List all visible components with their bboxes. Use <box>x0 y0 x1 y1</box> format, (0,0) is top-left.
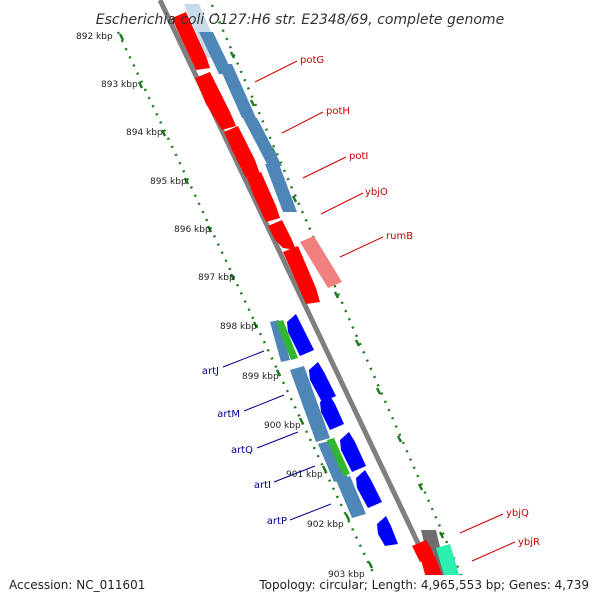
tick-label: 893 kbp <box>101 80 138 90</box>
gene-label-potI: potI <box>349 151 368 162</box>
gene-label-artQ: artQ <box>231 445 253 456</box>
tick-label: 900 kbp <box>264 421 301 431</box>
gene-label-potH: potH <box>326 106 350 117</box>
kbp-labels: 892 kbp 893 kbp 894 kbp 895 kbp 896 kbp … <box>76 32 365 580</box>
rna-feature-2 <box>327 438 350 476</box>
tick-label: 901 kbp <box>286 470 323 480</box>
gene-label-artJ: artJ <box>202 366 219 377</box>
gene-label-ybjO: ybjO <box>365 187 388 198</box>
major-ticks <box>118 33 445 569</box>
tick-label: 899 kbp <box>242 372 279 382</box>
genome-summary-text: Topology: circular; Length: 4,965,553 bp… <box>259 578 589 592</box>
forward-cds <box>172 12 442 575</box>
tick-label: 903 kbp <box>328 570 365 580</box>
gene-label-artP: artP <box>267 516 287 527</box>
ybjR-feature <box>436 544 460 575</box>
tick-label: 894 kbp <box>126 128 163 138</box>
gene-label-artI: artI <box>254 480 271 491</box>
forward-gene-labels: potG potH potI ybjO rumB ybjQ ybjR <box>254 55 540 562</box>
rumB-feature <box>300 236 342 288</box>
tick-label: 895 kbp <box>150 177 187 187</box>
tick-ring-outer <box>210 4 463 575</box>
reverse-gene-labels: artJ artM artQ artI artP <box>202 350 332 527</box>
gene-label-ybjR: ybjR <box>518 537 540 548</box>
tick-label: 897 kbp <box>198 273 235 283</box>
tick-label: 898 kbp <box>220 322 257 332</box>
tick-label: 902 kbp <box>307 520 344 530</box>
gene-label-artM: artM <box>217 409 240 420</box>
gene-label-rumB: rumB <box>386 231 413 242</box>
gene-label-potG: potG <box>300 55 324 66</box>
forward-gene-bars <box>184 4 447 575</box>
accession-text: Accession: NC_011601 <box>9 578 146 592</box>
rna-feature-1 <box>276 320 298 360</box>
tick-ring-inner <box>116 31 376 575</box>
tick-label: 896 kbp <box>174 225 211 235</box>
reverse-cds <box>287 314 398 546</box>
reverse-gene-bars <box>270 320 366 518</box>
tick-label: 892 kbp <box>76 32 113 42</box>
map-title: Escherichia coli O127:H6 str. E2348/69, … <box>96 12 504 28</box>
gene-label-ybjQ: ybjQ <box>506 508 529 519</box>
